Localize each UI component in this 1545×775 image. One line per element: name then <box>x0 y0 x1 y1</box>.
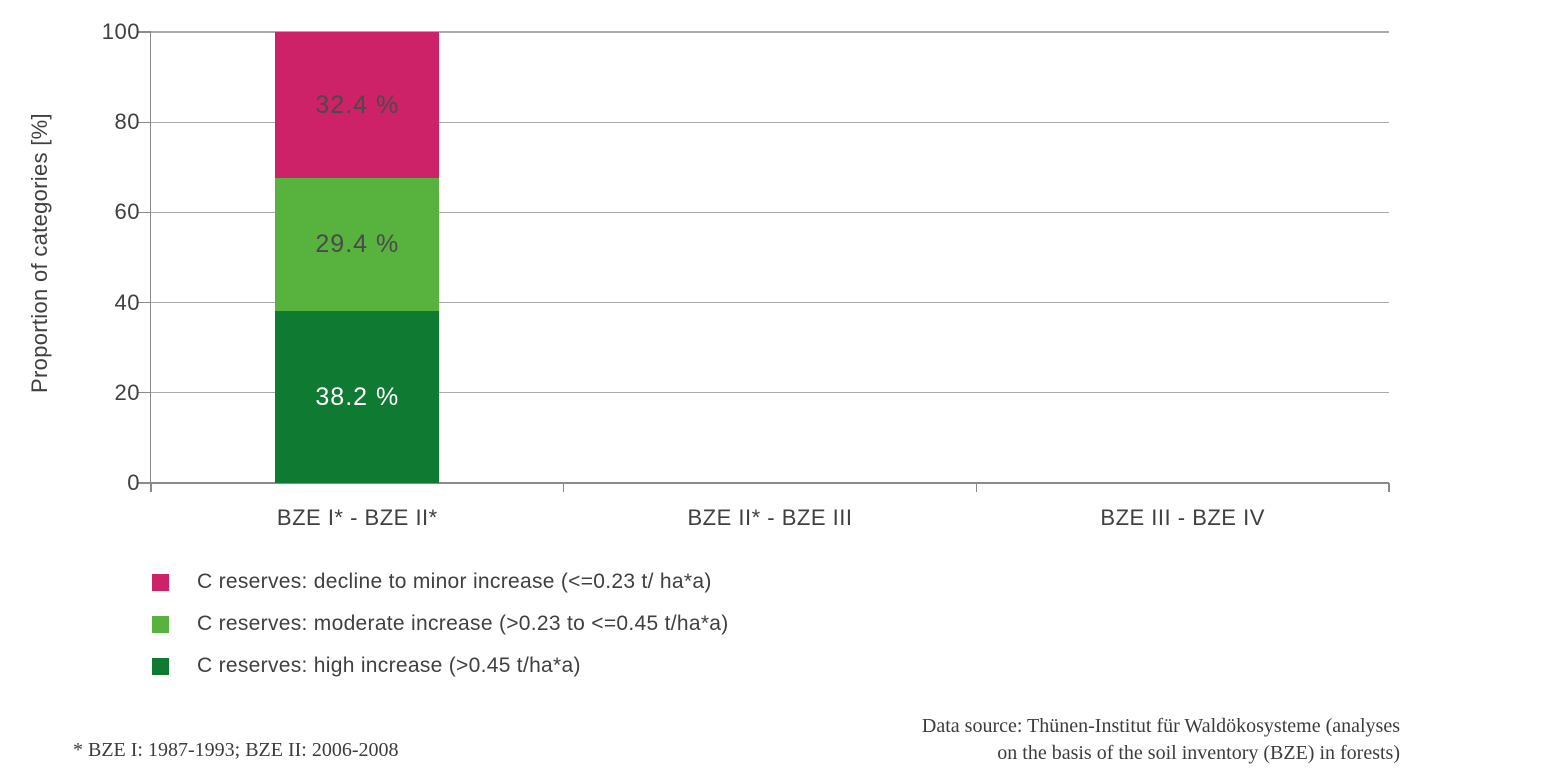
x-category-label: BZE II* - BZE III <box>687 505 853 530</box>
gridline <box>151 392 1389 394</box>
legend-label: C reserves: high increase (>0.45 t/ha*a) <box>197 654 581 677</box>
y-tick <box>138 211 151 214</box>
x-tick <box>975 483 978 492</box>
legend-item: C reserves: moderate increase (>0.23 to … <box>152 612 729 636</box>
footnote: * BZE I: 1987-1993; BZE II: 2006-2008 <box>73 739 399 761</box>
y-tick-label: 60 <box>114 199 140 225</box>
y-tick-label: 40 <box>114 289 140 315</box>
data-source-line1: Data source: Thünen-Institut für Waldöko… <box>921 715 1400 737</box>
gridline <box>151 211 1389 214</box>
bar-value-label: 29.4 % <box>315 230 400 259</box>
y-axis-title: Proportion of categories [%] <box>27 113 52 393</box>
x-category-label: BZE III - BZE IV <box>1100 505 1265 530</box>
x-tick <box>562 483 565 492</box>
y-tick-label: 100 <box>101 19 140 44</box>
x-category-label: BZE I* - BZE II* <box>276 505 438 530</box>
x-axis-line <box>149 482 1389 484</box>
bar-value-label: 38.2 % <box>315 382 400 411</box>
gridline <box>151 301 1389 304</box>
y-tick <box>138 482 151 484</box>
y-axis-line <box>149 32 151 484</box>
bar-segment <box>275 178 440 311</box>
y-tick-label: 20 <box>114 379 140 405</box>
y-tick <box>138 31 151 33</box>
y-tick <box>138 392 151 394</box>
legend-swatch <box>152 573 169 591</box>
bar-segment <box>275 310 440 483</box>
legend-swatch <box>152 657 169 675</box>
data-source: Data source: Thünen-Institut für Waldöko… <box>922 713 1400 767</box>
x-tick <box>150 483 152 492</box>
data-source-line2: on the basis of the soil inventory (BZE)… <box>997 742 1400 764</box>
y-tick <box>138 301 151 304</box>
gridline <box>151 31 1389 33</box>
legend-label: C reserves: moderate increase (>0.23 to … <box>197 612 729 635</box>
legend-label: C reserves: decline to minor increase (<… <box>197 570 712 593</box>
y-tick-label: 0 <box>127 470 140 495</box>
y-tick-label: 80 <box>114 109 140 135</box>
plot-area: 38.2 % 29.4 % 32.4 % <box>138 31 1390 492</box>
legend-swatch <box>152 615 169 633</box>
y-tick <box>138 121 151 123</box>
x-tick <box>1388 483 1390 492</box>
legend-item: C reserves: high increase (>0.45 t/ha*a) <box>152 654 729 678</box>
legend-item: C reserves: decline to minor increase (<… <box>152 570 729 594</box>
x-axis-labels: BZE I* - BZE II* BZE II* - BZE III BZE III… <box>151 505 1389 537</box>
legend: C reserves: decline to minor increase (<… <box>152 570 729 696</box>
bar-value-label: 32.4 % <box>315 91 400 120</box>
gridline <box>151 121 1389 123</box>
bar-segment <box>275 32 440 179</box>
